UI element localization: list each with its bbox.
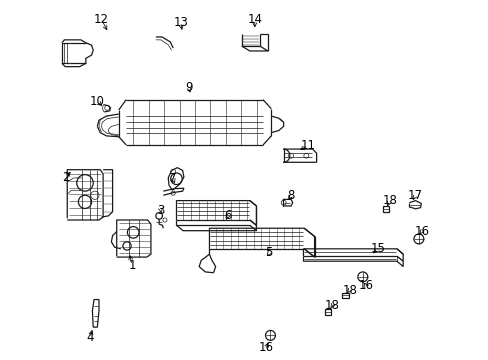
Text: 1: 1: [128, 259, 136, 272]
Text: 11: 11: [300, 139, 315, 152]
Text: 3: 3: [157, 204, 164, 217]
Text: 14: 14: [247, 13, 262, 26]
Text: 5: 5: [265, 247, 272, 260]
Text: 18: 18: [342, 284, 356, 297]
Bar: [324, 309, 331, 315]
Text: 2: 2: [62, 171, 70, 184]
Text: 17: 17: [407, 189, 422, 202]
Text: 9: 9: [185, 81, 192, 94]
Text: 7: 7: [169, 172, 177, 185]
Text: 8: 8: [287, 189, 294, 202]
Text: 15: 15: [369, 242, 384, 255]
Text: 16: 16: [413, 225, 428, 238]
Text: 13: 13: [173, 15, 188, 29]
Text: 4: 4: [86, 331, 94, 345]
Text: 18: 18: [324, 299, 339, 312]
Text: 6: 6: [224, 208, 231, 221]
Bar: [382, 206, 388, 212]
Text: 16: 16: [358, 279, 373, 292]
Text: 18: 18: [382, 194, 397, 207]
Bar: [342, 293, 348, 298]
Text: 12: 12: [94, 13, 109, 26]
Text: 16: 16: [258, 341, 273, 354]
Text: 10: 10: [90, 95, 104, 108]
